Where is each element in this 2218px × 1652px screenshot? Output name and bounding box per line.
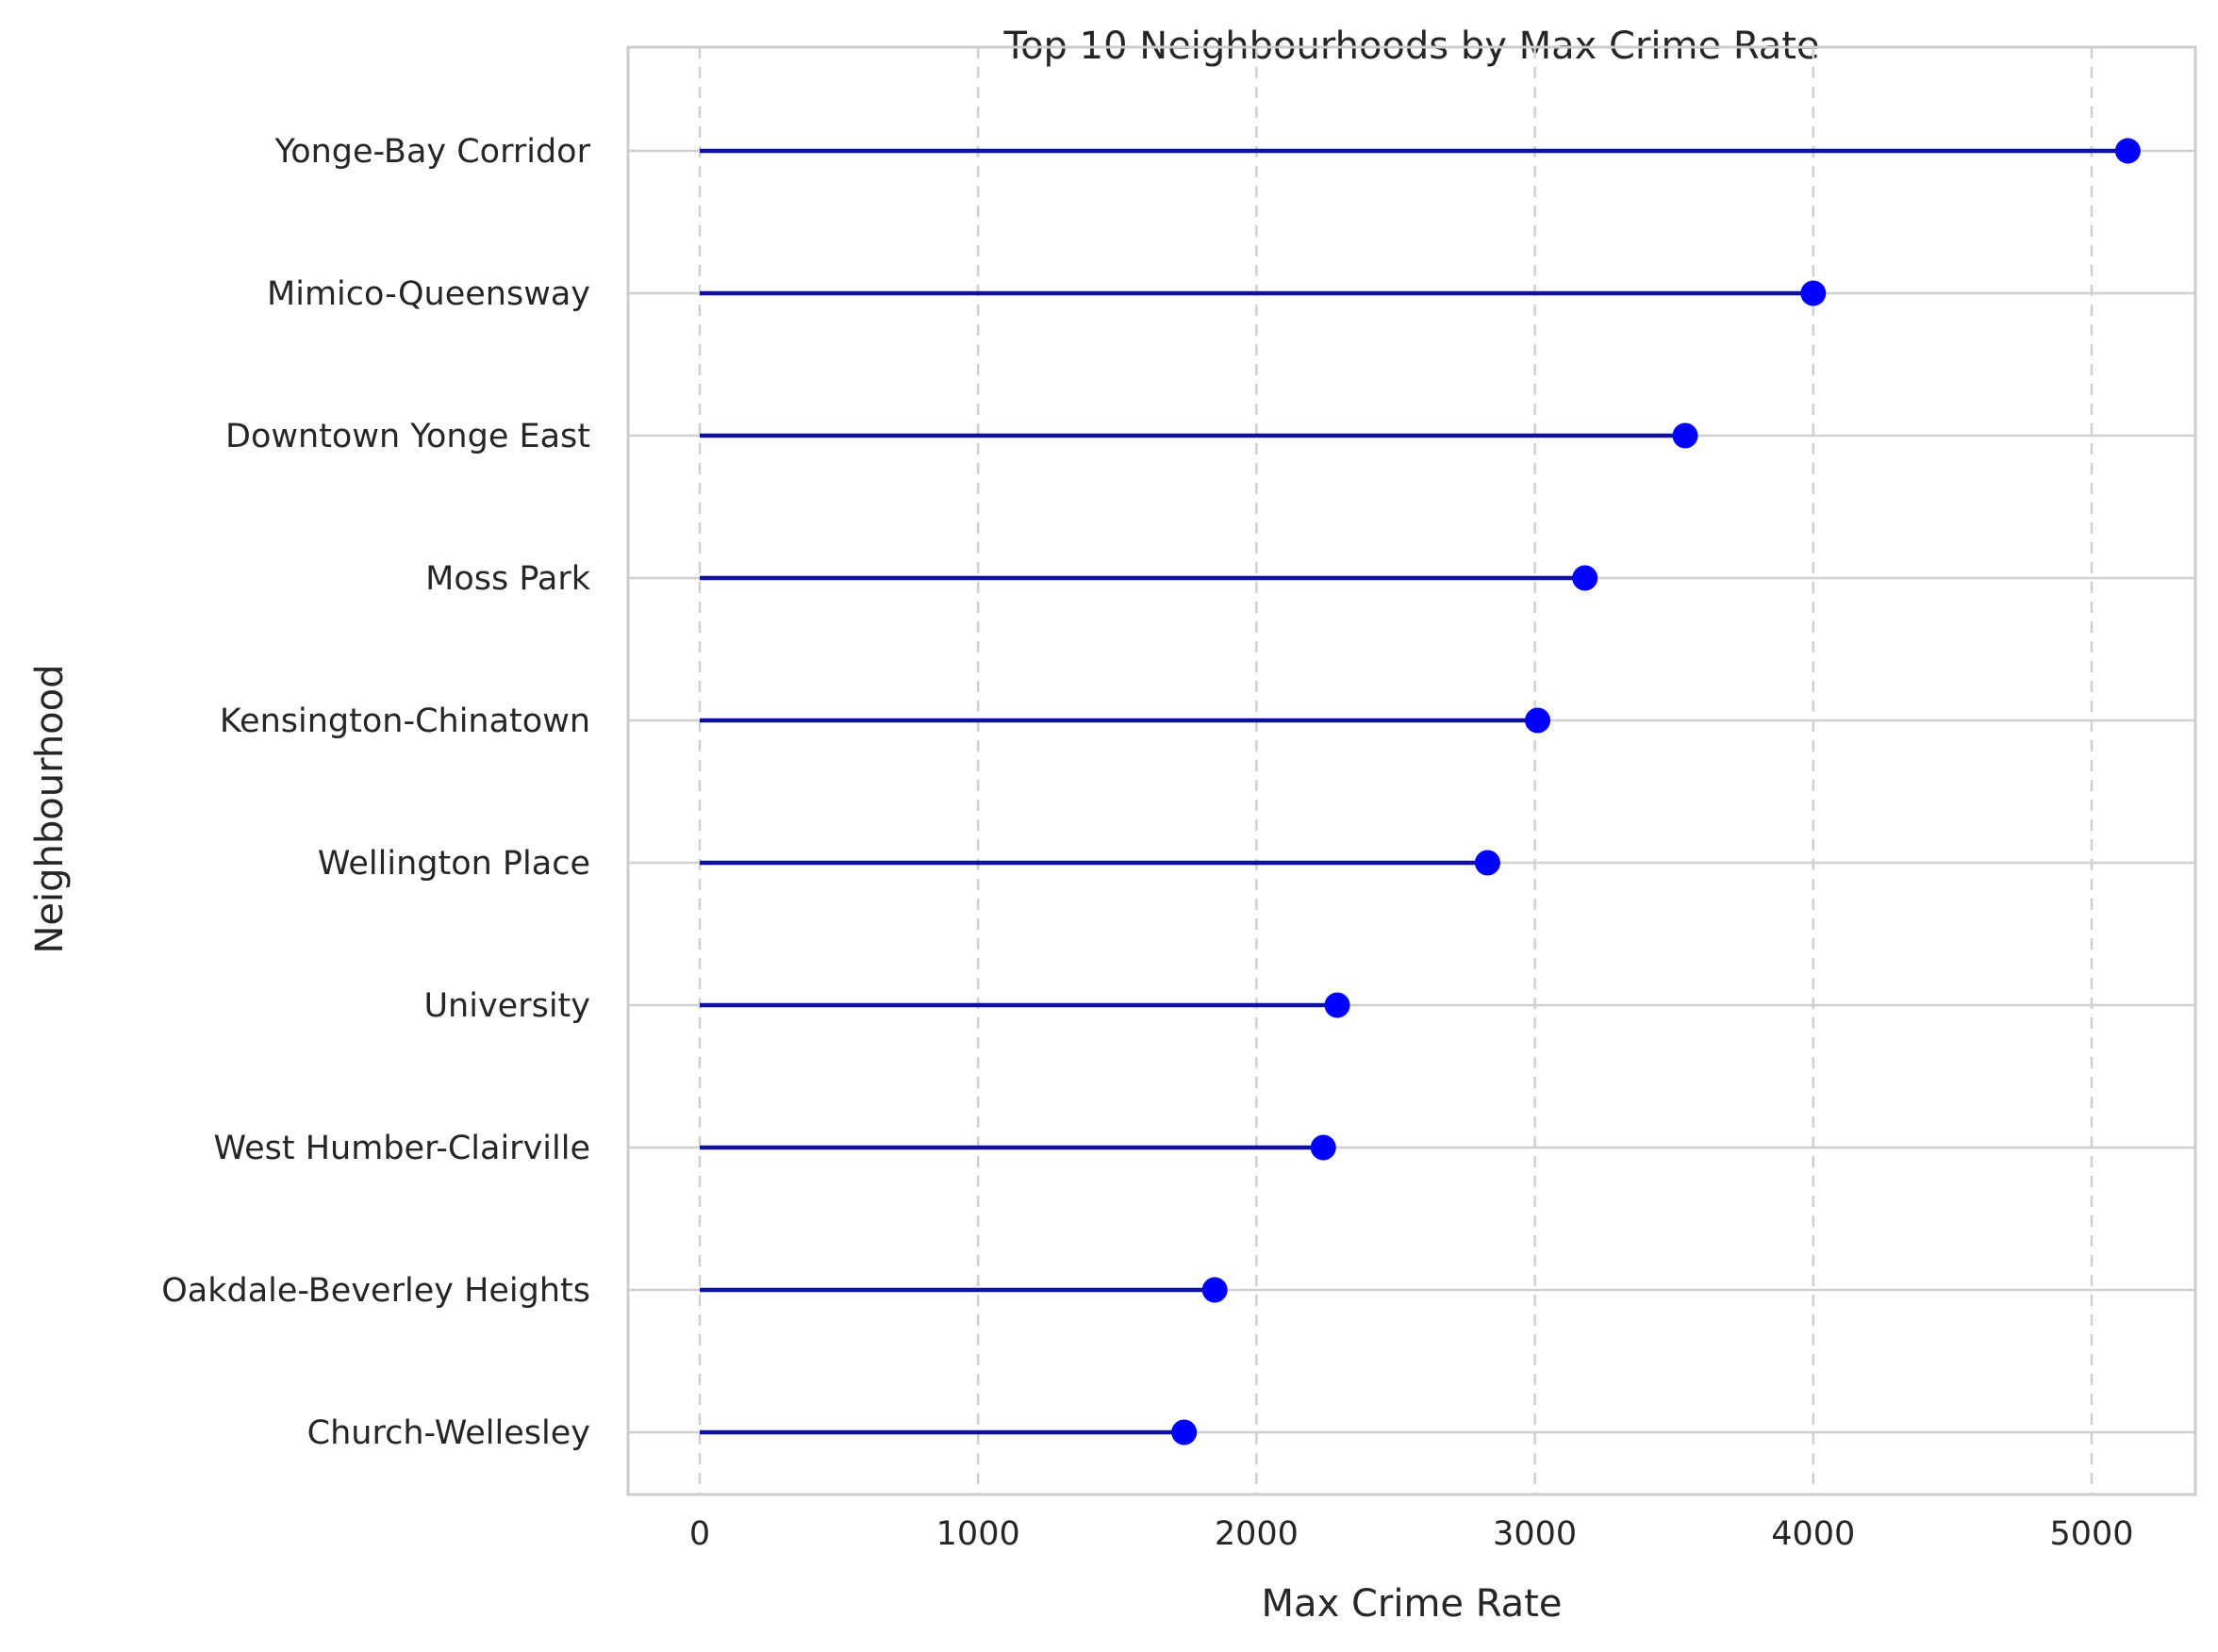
stem-layer bbox=[700, 148, 2128, 1435]
y-tick-label: Kensington-Chinatown bbox=[220, 702, 590, 740]
x-tick-label: 3000 bbox=[1493, 1515, 1577, 1553]
data-point bbox=[1171, 1419, 1198, 1446]
x-tick-label: 4000 bbox=[1771, 1515, 1855, 1553]
y-tick-label: Church-Wellesley bbox=[307, 1414, 590, 1452]
y-tick-layer: Yonge-Bay Corridor Mimico-Queensway Downto… bbox=[161, 133, 590, 1452]
data-point bbox=[1310, 1134, 1336, 1161]
grid-layer bbox=[628, 47, 2195, 1495]
data-point bbox=[1525, 707, 1551, 734]
data-point bbox=[1474, 850, 1500, 876]
data-point bbox=[1324, 992, 1350, 1018]
data-point bbox=[1572, 565, 1598, 591]
y-tick-label: University bbox=[423, 987, 590, 1025]
data-point bbox=[1800, 280, 1827, 306]
y-tick-label: Moss Park bbox=[425, 560, 591, 598]
x-tick-label: 1000 bbox=[936, 1515, 1020, 1553]
y-tick-label: Mimico-Queensway bbox=[267, 275, 590, 313]
y-tick-label: West Humber-Clairville bbox=[214, 1130, 590, 1167]
x-tick-layer: 0 1000 2000 3000 4000 5000 bbox=[689, 1515, 2134, 1553]
data-point bbox=[1672, 422, 1698, 449]
y-tick-label: Yonge-Bay Corridor bbox=[273, 133, 590, 171]
y-tick-label: Downtown Yonge East bbox=[225, 418, 590, 455]
data-point bbox=[1201, 1277, 1228, 1303]
data-point bbox=[2114, 138, 2141, 164]
plot-frame bbox=[626, 45, 2197, 1496]
x-tick-label: 0 bbox=[689, 1515, 710, 1553]
y-axis-label: Neighbourhood bbox=[28, 664, 72, 953]
x-tick-label: 5000 bbox=[2049, 1515, 2133, 1553]
y-tick-label: Oakdale-Beverley Heights bbox=[161, 1272, 590, 1310]
y-tick-label: Wellington Place bbox=[318, 845, 590, 883]
x-axis-label: Max Crime Rate bbox=[1262, 1582, 1563, 1626]
marker-layer bbox=[1171, 138, 2141, 1446]
x-tick-label: 2000 bbox=[1215, 1515, 1299, 1553]
